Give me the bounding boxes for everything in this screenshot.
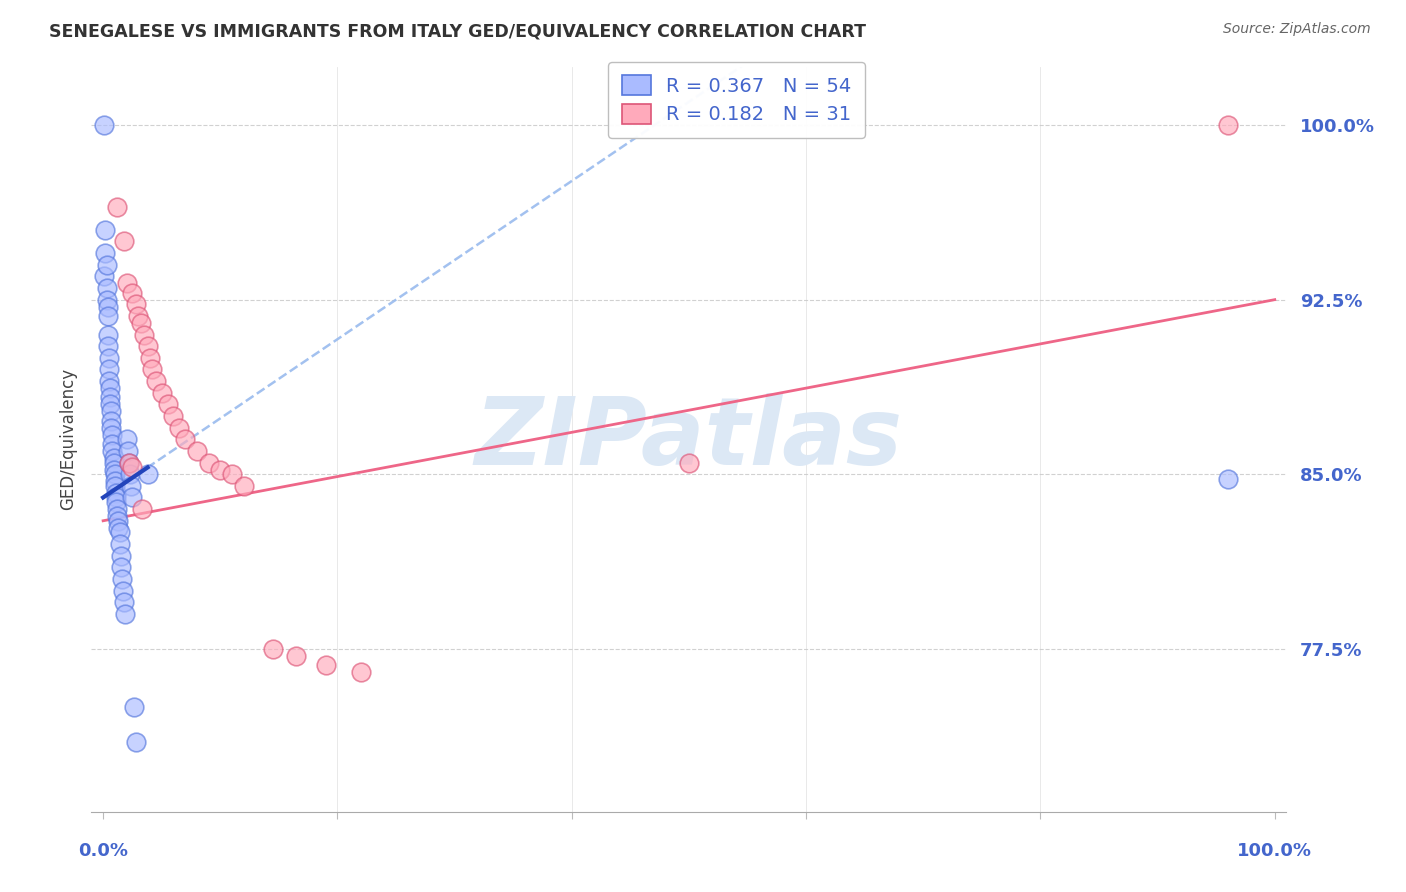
Point [221, 467, 243, 482]
Point [98, 391, 121, 405]
Point [105, 486, 127, 500]
Point [122, 700, 145, 714]
Point [97, 327, 120, 342]
Point [115, 432, 138, 446]
Point [103, 450, 125, 465]
Point [678, 456, 700, 470]
Point [315, 658, 337, 673]
Point [108, 537, 131, 551]
Point [100, 414, 122, 428]
Point [96, 258, 118, 272]
Point [104, 467, 127, 482]
Point [105, 495, 127, 509]
Point [101, 437, 124, 451]
Point [110, 560, 132, 574]
Point [100, 404, 122, 418]
Point [118, 456, 141, 470]
Point [117, 444, 139, 458]
Point [101, 427, 124, 442]
Point [101, 444, 124, 458]
Point [121, 285, 143, 300]
Point [104, 474, 127, 488]
Point [98, 381, 121, 395]
Point [97, 300, 120, 314]
Point [186, 444, 208, 458]
Point [105, 200, 128, 214]
Point [174, 432, 197, 446]
Point [97, 339, 120, 353]
Point [156, 397, 179, 411]
Point [132, 327, 156, 342]
Point [209, 462, 232, 476]
Point [139, 351, 162, 365]
Point [112, 583, 135, 598]
Text: ZIPatlas: ZIPatlas [475, 393, 903, 485]
Point [112, 595, 135, 609]
Text: SENEGALESE VS IMMIGRANTS FROM ITALY GED/EQUIVALENCY CORRELATION CHART: SENEGALESE VS IMMIGRANTS FROM ITALY GED/… [49, 22, 866, 40]
Point [110, 549, 132, 563]
Point [145, 374, 167, 388]
Text: 0.0%: 0.0% [79, 842, 128, 860]
Point [103, 456, 125, 470]
Point [105, 502, 128, 516]
Text: Source: ZipAtlas.com: Source: ZipAtlas.com [1223, 22, 1371, 37]
Text: 100.0%: 100.0% [1237, 842, 1312, 860]
Point [105, 491, 127, 505]
Point [98, 351, 120, 365]
Point [169, 420, 191, 434]
Point [131, 502, 153, 516]
Point [96, 293, 118, 307]
Point [262, 641, 284, 656]
Point [93, 269, 115, 284]
Point [112, 235, 135, 249]
Point [105, 509, 128, 524]
Point [120, 467, 141, 482]
Point [162, 409, 184, 423]
Point [94, 246, 117, 260]
Point [98, 397, 121, 411]
Point [197, 456, 219, 470]
Point [104, 479, 127, 493]
Point [114, 607, 136, 621]
Point [285, 648, 308, 663]
Point [136, 467, 159, 482]
Y-axis label: GED/Equivalency: GED/Equivalency [59, 368, 77, 510]
Point [107, 521, 129, 535]
Point [141, 362, 163, 376]
Point [96, 281, 118, 295]
Point [121, 460, 143, 475]
Point [350, 665, 373, 679]
Point [107, 514, 129, 528]
Point [1216, 118, 1239, 132]
Point [120, 479, 142, 493]
Point [98, 374, 120, 388]
Point [125, 297, 148, 311]
Point [129, 316, 152, 330]
Point [125, 735, 148, 749]
Point [93, 118, 115, 132]
Point [136, 339, 159, 353]
Point [98, 362, 120, 376]
Point [127, 309, 149, 323]
Point [118, 456, 141, 470]
Point [115, 277, 138, 291]
Point [94, 223, 117, 237]
Legend: R = 0.367   N = 54, R = 0.182   N = 31: R = 0.367 N = 54, R = 0.182 N = 31 [609, 62, 865, 137]
Point [103, 462, 125, 476]
Point [150, 385, 173, 400]
Point [111, 572, 134, 586]
Point [121, 491, 143, 505]
Point [1216, 472, 1239, 486]
Point [100, 420, 122, 434]
Point [97, 309, 120, 323]
Point [232, 479, 254, 493]
Point [108, 525, 131, 540]
